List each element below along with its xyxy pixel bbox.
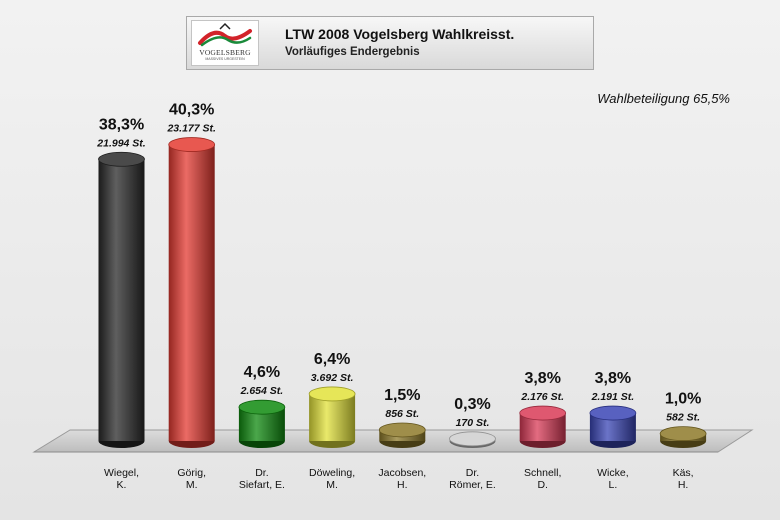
percent-label: 6,4%	[314, 351, 350, 368]
category-label: Wiegel,	[104, 467, 139, 479]
percent-label: 1,0%	[665, 391, 701, 408]
percent-label: 40,3%	[169, 102, 214, 119]
category-label: M.	[326, 479, 338, 491]
percent-label: 4,6%	[244, 364, 280, 381]
bar	[309, 393, 356, 441]
category-label: M.	[186, 479, 198, 491]
category-label: H.	[397, 479, 408, 491]
logo-tagline: MASSIVES URGESTEIN	[205, 57, 245, 61]
category-label: Siefart, E.	[239, 479, 285, 491]
bar-top	[378, 422, 426, 438]
chart-subtitle: Vorläufiges Endergebnis	[285, 46, 420, 58]
bar	[98, 159, 145, 441]
vote-label: 21.994 St.	[96, 137, 146, 149]
category-label: K.	[117, 479, 127, 491]
bar-top	[519, 405, 567, 421]
category-label: Jacobsen,	[378, 467, 426, 479]
percent-label: 38,3%	[99, 116, 144, 133]
category-label: Römer, E.	[449, 479, 496, 491]
bar	[168, 144, 215, 441]
vote-label: 2.176 St.	[520, 391, 564, 403]
bar-top	[659, 426, 707, 442]
bar-top	[589, 405, 637, 421]
category-label: D.	[537, 479, 548, 491]
bar-top	[98, 151, 145, 167]
category-label: Dr.	[255, 467, 268, 479]
vote-label: 582 St.	[666, 412, 700, 424]
logo-name: VOGELSBERG	[199, 48, 251, 57]
category-label: L.	[609, 479, 618, 491]
percent-label: 3,8%	[595, 370, 631, 387]
category-label: Käs,	[673, 467, 694, 479]
category-label: Dr.	[466, 467, 479, 479]
category-label: Wicke,	[597, 467, 629, 479]
bar-top	[449, 431, 496, 447]
percent-label: 0,3%	[454, 396, 490, 413]
percent-label: 3,8%	[524, 370, 560, 387]
vote-label: 2.654 St.	[240, 385, 284, 397]
category-label: Görig,	[177, 467, 206, 479]
vote-label: 23.177 St.	[166, 123, 216, 135]
turnout-label: Wahlbeteiligung 65,5%	[597, 91, 730, 106]
category-label: H.	[678, 479, 689, 491]
vote-label: 3.692 St.	[311, 372, 354, 384]
bar-top	[168, 137, 216, 152]
bar-top	[308, 386, 356, 402]
chart-header: VOGELSBERG MASSIVES URGESTEIN LTW 2008 V…	[186, 16, 594, 70]
vote-label: 2.191 St.	[591, 391, 635, 403]
percent-label: 1,5%	[384, 387, 420, 404]
logo-mark-icon	[198, 22, 252, 47]
vote-label: 170 St.	[456, 417, 490, 429]
chart-title: LTW 2008 Vogelsberg Wahlkreisst.	[285, 26, 515, 42]
vote-label: 856 St.	[385, 408, 419, 420]
bar-top	[238, 399, 286, 415]
category-label: Schnell,	[524, 467, 561, 479]
vogelsberg-logo: VOGELSBERG MASSIVES URGESTEIN	[191, 20, 259, 66]
category-label: Döweling,	[309, 467, 355, 479]
